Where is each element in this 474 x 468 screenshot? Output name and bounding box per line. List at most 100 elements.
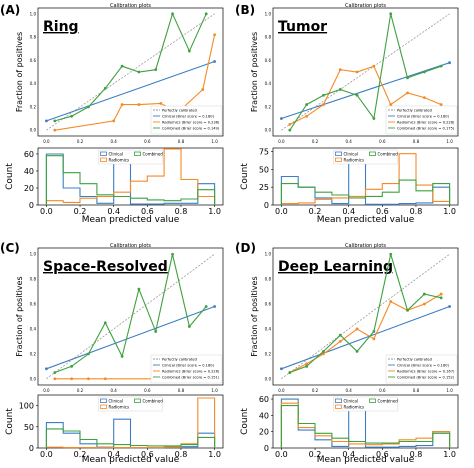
data-point [305,103,309,106]
legend-entry: Radiomics (Brier score = 0.236) [162,121,220,125]
data-point [372,64,376,68]
hist-x-tick-label: 1.0 [208,207,221,216]
data-point [103,377,107,381]
calib-y-tick-label: 0.0 [30,376,37,381]
calib-y-tick-label: 0.4 [30,326,37,331]
data-point [45,367,48,371]
data-point [120,103,124,106]
calib-y-axis-label: Fraction of positives [250,276,259,356]
hist-x-tick-label: 0.8 [410,207,423,216]
calib-y-tick-label: 0.8 [30,277,37,282]
legend-swatch [335,151,342,156]
panel-label: (B) [235,3,255,17]
hist-y-tick-label: 0 [264,444,269,453]
data-point [288,128,292,132]
data-point [280,117,283,120]
panel-2: (C) Calibration plots Space-Resolved 0.0 0.2… [0,241,224,465]
histogram-legend [98,396,163,412]
chart-title: Tumor [278,19,327,35]
data-point [137,103,141,106]
legend-entry: Radiomics [344,405,365,410]
hist-x-tick-label: 0.2 [309,207,322,216]
data-point [439,296,443,300]
series-line-2 [54,12,207,122]
histogram-series-2 [280,179,451,206]
calib-x-tick-label: 0.8 [178,388,185,393]
legend-entry: Combined (Brier score = 0.175) [397,127,455,131]
legend-swatch [369,151,376,156]
data-point [322,349,325,353]
data-point [137,287,141,291]
hist-y-tick-label: 75 [259,148,269,157]
histogram-series-2 [45,428,216,449]
data-point [422,96,426,99]
calib-y-tick-label: 0.8 [30,35,37,40]
hist-y-tick-label: 50 [259,165,269,174]
data-point [355,93,359,97]
data-point [406,308,409,312]
hist-y-tick-label: 100 [19,402,34,411]
panel-label: (D) [235,241,256,255]
legend-entry: Radiomics [109,158,130,163]
calib-x-tick-label: 0.4 [345,139,352,144]
data-point [187,325,191,328]
hist-y-tick-label: 0 [29,201,34,210]
calib-x-tick-label: 0.0 [278,139,285,144]
calib-y-tick-label: 0.6 [265,302,272,307]
calibration-header: Calibration plots [110,3,151,9]
calib-y-tick-label: 0.0 [265,128,272,133]
calibration-header: Calibration plots [345,243,386,249]
data-point [103,321,107,325]
data-point [305,364,309,368]
data-point [305,362,309,366]
panel-3: (D) Calibration plots Deep Learning 0.0 0.2 0… [235,241,459,465]
legend-swatch [100,404,107,409]
data-point [159,102,163,105]
panel-1: (B) Calibration plots Tumor 0.0 0.2 0.4 0.6 0.8… [235,3,459,225]
data-point [70,114,74,118]
calib-y-tick-label: 1.0 [265,11,272,16]
data-point [53,128,57,132]
histogram-series-1 [45,397,216,449]
calib-x-tick-label: 0.2 [312,388,319,393]
histogram-series-1 [280,153,451,206]
hist-y-tick-label: 20 [24,184,34,193]
data-point [103,86,107,90]
data-point [154,330,158,333]
calib-y-tick-label: 0.6 [30,302,37,307]
panel-0: (A) Calibration plots Ring 0.0 0.2 0.4 0.6 0.8 1… [0,3,224,225]
perfect-calibration-line [46,13,215,131]
data-point [322,93,325,97]
data-point [372,337,376,341]
hist-x-axis-label: Mean predicted value [317,215,415,225]
series-line-0 [46,305,215,370]
calib-y-tick-label: 1.0 [30,252,37,257]
legend-entry: Radiomics [344,158,365,163]
data-point [355,327,359,331]
hist-x-tick-label: 0.2 [74,450,87,459]
hist-x-tick-label: 1.0 [443,450,456,459]
histogram-legend [333,149,398,165]
legend-entry: Combined [378,399,399,404]
calib-y-axis-label: Fraction of positives [15,32,24,112]
data-point [355,349,359,353]
data-point [406,76,409,80]
data-point [355,70,359,74]
calib-x-tick-label: 0.6 [379,388,386,393]
legend-entry: Clinical [109,152,123,157]
data-point [439,292,443,296]
legend-swatch [100,151,107,156]
calib-y-tick-label: 0.6 [265,58,272,63]
hist-y-tick-label: 60 [259,395,269,404]
calib-y-tick-label: 0.8 [265,277,272,282]
hist-y-tick-label: 40 [259,411,269,420]
hist-x-tick-label: 0.6 [376,207,389,216]
histogram-legend [333,396,398,412]
data-point [372,117,376,120]
data-point [87,377,90,381]
legend-swatch [335,404,342,409]
data-point [137,70,141,74]
data-point [53,377,57,381]
series-line-2 [289,13,442,131]
hist-x-tick-label: 1.0 [208,450,221,459]
